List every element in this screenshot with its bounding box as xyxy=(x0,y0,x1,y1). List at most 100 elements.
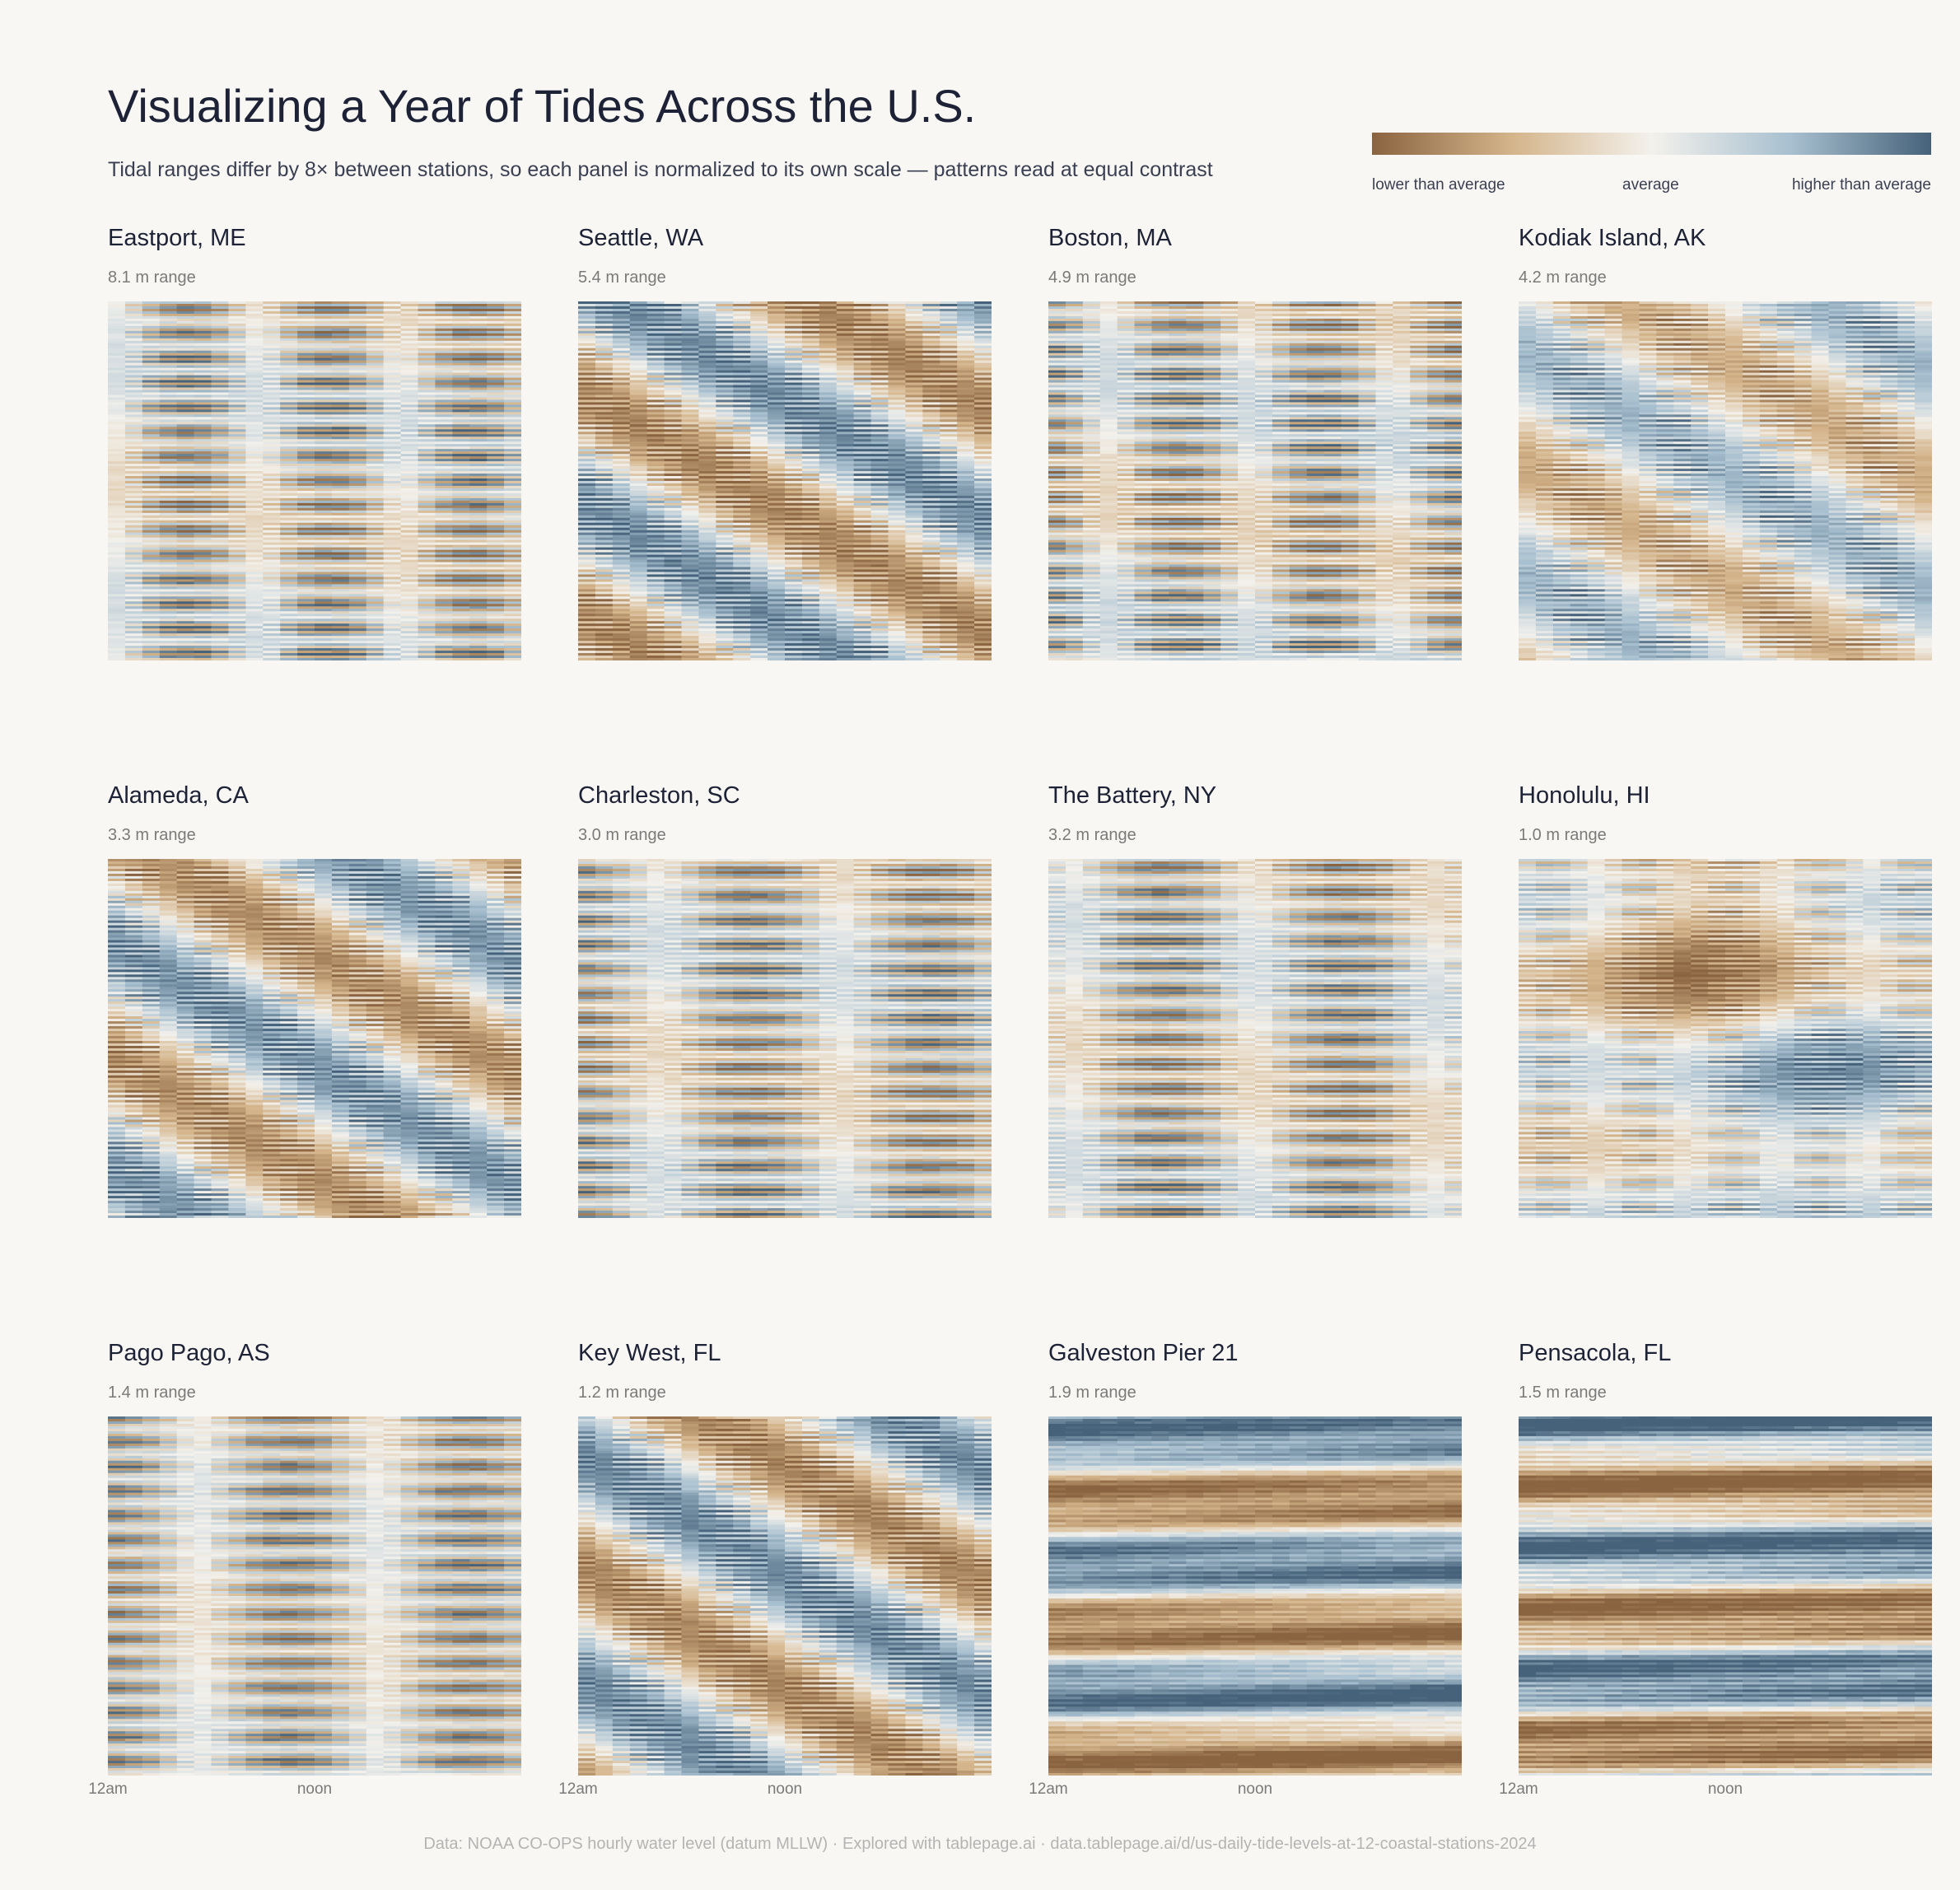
heatmap-day-row xyxy=(108,646,521,649)
heatmap-cell xyxy=(280,474,298,477)
heatmap-cell xyxy=(366,534,385,539)
heatmap-cell xyxy=(469,360,488,364)
heatmap-cell xyxy=(681,380,700,384)
heatmap-cell xyxy=(612,315,631,320)
heatmap-cell xyxy=(418,476,436,479)
heatmap-cell xyxy=(108,537,126,541)
heatmap-cell xyxy=(348,517,367,521)
heatmap-cell xyxy=(504,614,521,617)
heatmap-cell xyxy=(383,641,402,644)
heatmap-cell xyxy=(315,444,333,447)
heatmap-cell xyxy=(280,466,298,469)
heatmap-cell xyxy=(469,464,488,467)
heatmap-cell xyxy=(418,537,436,541)
heatmap-cell xyxy=(698,320,716,324)
heatmap-cell xyxy=(263,621,281,624)
heatmap-cell xyxy=(418,502,436,506)
heatmap-cell xyxy=(435,572,453,576)
heatmap-cell xyxy=(124,584,143,588)
heatmap-cell xyxy=(836,325,855,329)
heatmap-cell xyxy=(331,539,350,544)
heatmap-cell xyxy=(418,390,436,394)
heatmap-cell xyxy=(469,357,488,362)
heatmap-day-row xyxy=(578,303,992,307)
heatmap-cell xyxy=(418,547,436,551)
heatmap-cell xyxy=(108,348,126,352)
heatmap-cell xyxy=(142,604,161,607)
heatmap-cell xyxy=(194,390,212,394)
heatmap-cell xyxy=(331,633,350,637)
heatmap-cell xyxy=(418,628,436,632)
heatmap-cell xyxy=(176,357,195,362)
heatmap-cell xyxy=(263,323,281,327)
heatmap-cell xyxy=(211,641,230,644)
heatmap-cell xyxy=(681,348,700,352)
heatmap-cell xyxy=(383,310,402,315)
heatmap-cell xyxy=(211,441,230,445)
heatmap-cell xyxy=(159,530,178,534)
heatmap-cell xyxy=(331,596,350,600)
heatmap-cell xyxy=(245,441,264,445)
heatmap-cell xyxy=(664,310,683,315)
heatmap-cell xyxy=(905,372,923,376)
heatmap-cell xyxy=(469,552,488,556)
heatmap-cell xyxy=(228,375,246,379)
heatmap-cell xyxy=(853,301,872,305)
heatmap-cell xyxy=(504,554,521,558)
heatmap-cell xyxy=(108,557,126,561)
heatmap-cell xyxy=(504,456,521,460)
heatmap-cell xyxy=(469,638,488,642)
heatmap-cell xyxy=(211,623,230,627)
heatmap-day-row xyxy=(578,412,992,415)
heatmap-cell xyxy=(469,330,488,334)
heatmap-day-row xyxy=(108,444,521,447)
heatmap-cell xyxy=(348,500,367,504)
heatmap-cell xyxy=(487,439,505,442)
heatmap-cell xyxy=(487,646,505,649)
heatmap-cell xyxy=(142,481,161,484)
heatmap-cell xyxy=(280,510,298,514)
heatmap-cell xyxy=(750,419,768,422)
heatmap-cell xyxy=(836,429,855,432)
heatmap-cell xyxy=(263,596,281,600)
heatmap-cell xyxy=(315,303,333,307)
heatmap-cell xyxy=(768,390,786,394)
heatmap-cell xyxy=(263,377,281,381)
heatmap-cell xyxy=(108,572,126,576)
heatmap-cell xyxy=(469,554,488,558)
heatmap-cell xyxy=(228,522,246,526)
heatmap-cell xyxy=(435,485,453,489)
heatmap-cell xyxy=(435,574,453,578)
heatmap-cell xyxy=(888,345,907,349)
heatmap-cell xyxy=(750,392,768,396)
heatmap-cell xyxy=(801,345,820,349)
heatmap-cell xyxy=(263,310,281,315)
heatmap-cell xyxy=(383,497,402,502)
heatmap-cell xyxy=(297,537,315,541)
heatmap-cell xyxy=(750,397,768,401)
heatmap-cell xyxy=(245,604,264,607)
heatmap-cell xyxy=(435,441,453,445)
heatmap-cell xyxy=(504,478,521,482)
heatmap-cell xyxy=(348,409,367,413)
heatmap-cell xyxy=(124,658,143,660)
heatmap-cell xyxy=(124,407,143,410)
heatmap-cell xyxy=(612,375,631,379)
heatmap-cell xyxy=(905,310,923,315)
heatmap-cell xyxy=(681,362,700,366)
heatmap-cell xyxy=(315,626,333,629)
heatmap-cell xyxy=(768,394,786,399)
heatmap-cell xyxy=(974,407,992,410)
heatmap-cell xyxy=(435,606,453,609)
heatmap-cell xyxy=(452,350,470,354)
heatmap-cell xyxy=(504,434,521,437)
heatmap-cell xyxy=(629,414,648,418)
heatmap-cell xyxy=(263,515,281,519)
heatmap-cell xyxy=(435,641,453,644)
heatmap-cell xyxy=(716,345,734,349)
heatmap-cell xyxy=(108,567,126,571)
heatmap-cell xyxy=(366,367,385,371)
heatmap-cell xyxy=(698,340,716,344)
heatmap-cell xyxy=(315,308,333,312)
heatmap-cell xyxy=(853,387,872,391)
